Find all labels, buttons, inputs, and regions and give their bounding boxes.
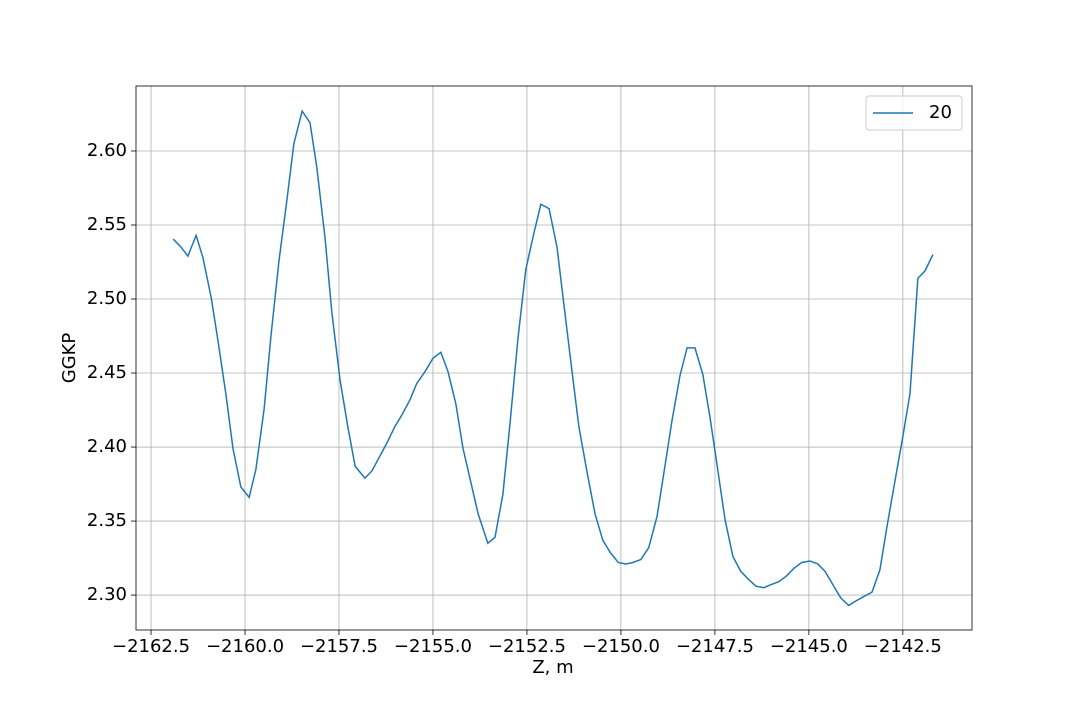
legend-box (865, 95, 963, 131)
x-tick-label: −2155.0 (394, 636, 472, 657)
y-tick-label: 2.55 (87, 214, 127, 235)
legend-label: 20 (929, 102, 952, 123)
y-axis-label: GGKP (59, 333, 80, 384)
y-tick-label: 2.35 (87, 510, 127, 531)
y-tick-label: 2.60 (87, 140, 127, 161)
x-tick-label: −2145.0 (770, 636, 848, 657)
x-tick-label: −2162.5 (112, 636, 190, 657)
plot-frame (135, 85, 973, 631)
x-tick-label: −2157.5 (300, 636, 378, 657)
x-tick-label: −2160.0 (206, 636, 284, 657)
x-tick-label: −2152.5 (488, 636, 566, 657)
data-line (172, 109, 934, 607)
y-tick-label: 2.30 (87, 584, 127, 605)
y-tick-label: 2.45 (87, 362, 127, 383)
y-tick-label: 2.50 (87, 288, 127, 309)
x-axis-label: Z, m (532, 657, 573, 678)
y-tick-label: 2.40 (87, 436, 127, 457)
x-tick-label: −2142.5 (864, 636, 942, 657)
x-tick-label: −2150.0 (582, 636, 660, 657)
x-tick-label: −2147.5 (676, 636, 754, 657)
